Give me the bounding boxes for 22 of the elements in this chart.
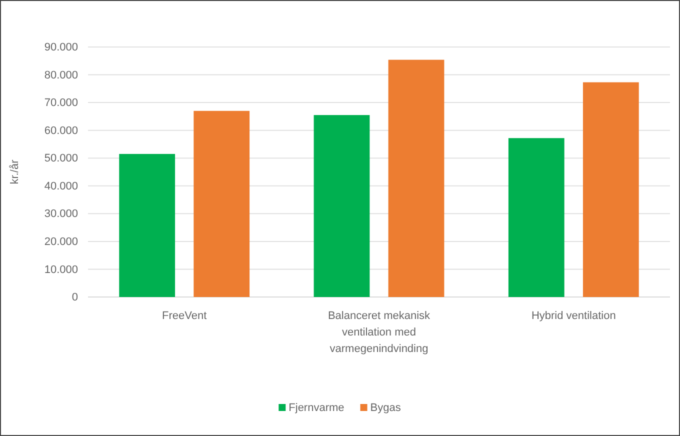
y-tick-label: 0 [72, 292, 78, 304]
legend-label: Fjernvarme [288, 402, 344, 414]
y-tick-label: 80.000 [44, 69, 78, 82]
bar [194, 110, 250, 297]
x-tick-label: Hybrid ventilation [531, 310, 616, 322]
y-tick-label: 60.000 [44, 124, 78, 137]
bar [388, 60, 444, 297]
y-tick-label: 10.000 [44, 264, 78, 276]
bar [508, 138, 564, 297]
bar [582, 82, 639, 297]
x-tick-label: Balanceret mekanisk ventilation med varmegenindvinding [328, 310, 431, 355]
x-tick-label: FreeVent [162, 310, 207, 322]
y-tick-label: 70.000 [44, 97, 78, 110]
y-tick-label: 50.000 [44, 152, 78, 165]
y-tick-label: 90.000 [44, 42, 78, 54]
y-axis-title: kr./år [9, 159, 21, 184]
y-tick-label: 20.000 [44, 236, 78, 248]
bar [119, 154, 176, 297]
y-tick-label: 40.000 [44, 180, 78, 192]
legend-label: Bygas [370, 402, 402, 414]
bar [314, 115, 370, 297]
y-tick-label: 30.000 [44, 208, 78, 220]
